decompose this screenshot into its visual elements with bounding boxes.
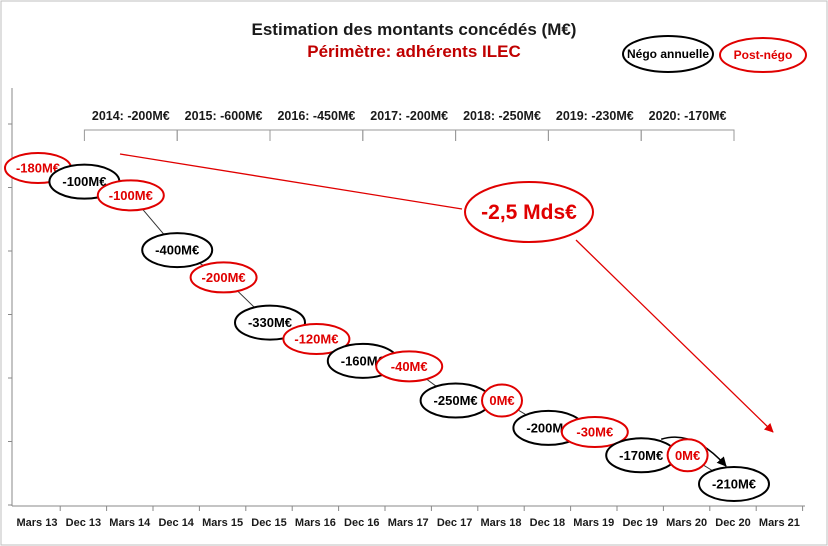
period-label: 2017: -200M€ [370,109,448,123]
chart-title: Estimation des montants concédés (M€) [252,20,577,39]
x-tick-label: Mars 14 [109,517,151,529]
total-arrow-left [119,153,463,210]
x-tick-label: Dec 18 [530,517,565,529]
point-bubble [189,261,258,294]
legend-marker-nego [622,35,714,73]
legend-label-nego: Négo annuelle [627,47,709,61]
period-bracket: 2014: -200M€ [83,109,178,141]
period-bracket: 2019: -230M€ [547,109,642,141]
point-label: -170M€ [619,448,663,463]
legend-marker-post [719,37,807,73]
point-label: -160M€ [341,353,385,368]
point-label: -200M€ [202,270,246,285]
series-points: -180M€-100M€-100M€-400M€-200M€-330M€-120… [4,152,770,502]
point-label: 0M€ [489,393,514,408]
period-brackets: 2014: -200M€ 2015: -600M€ 2016: -450M€ 2017… [83,109,735,141]
period-bracket: 2018: -250M€ [455,109,549,141]
post-nego-point: -120M€ [282,322,351,355]
period-bracket: 2016: -450M€ [269,109,364,141]
x-tick-label: Dec 14 [158,517,194,529]
period-label: 2019: -230M€ [556,109,634,123]
total-arrow-right [575,239,774,433]
legend: Négo annuelle Post-négo [622,35,807,73]
period-bracket-line [83,129,178,141]
period-bracket: 2017: -200M€ [362,109,457,141]
total-bubble [464,181,594,243]
period-label: 2018: -250M€ [463,109,541,123]
post-nego-point: 0M€ [481,383,523,418]
x-tick-label: Mars 21 [759,517,800,529]
point-label: -120M€ [294,331,338,346]
x-tick-label: Mars 19 [573,517,614,529]
x-tick-label: Mars 13 [17,517,58,529]
period-label: 2014: -200M€ [92,109,170,123]
period-label: 2020: -170M€ [649,109,727,123]
y-axis-ticks [8,123,12,506]
nego-point: -170M€ [605,437,678,474]
period-bracket-line [455,129,549,141]
x-tick-label: Mars 17 [388,517,429,529]
point-bubble [375,350,444,383]
x-tick-label: Mars 16 [295,517,336,529]
period-bracket-line [547,129,642,141]
x-tick-label: Mars 18 [481,517,522,529]
x-tick-label: Dec 13 [66,517,101,529]
post-nego-point: -40M€ [375,350,444,383]
point-bubble [282,322,351,355]
period-bracket-line [640,129,735,141]
point-bubble [141,232,214,269]
nego-point: -210M€ [698,466,770,502]
period-label: 2016: -450M€ [277,109,355,123]
point-label: -30M€ [576,425,613,440]
post-nego-point: -200M€ [189,261,258,294]
period-label: 2015: -600M€ [185,109,263,123]
point-bubble [560,416,629,449]
period-bracket-line [362,129,457,141]
post-nego-point: -100M€ [96,179,165,212]
point-label: -100M€ [109,188,153,203]
point-label: -100M€ [62,174,106,189]
x-tick-label: Mars 15 [202,517,243,529]
series-connectors [37,167,735,485]
post-nego-point: -30M€ [560,416,629,449]
point-label: -250M€ [434,393,478,408]
point-label: -400M€ [155,243,199,258]
point-label: -210M€ [712,477,756,492]
period-bracket: 2015: -600M€ [176,109,271,141]
period-bracket-line [269,129,364,141]
x-axis-ticks: Mars 13 Dec 13 Mars 14 Dec 14 Mars 15 Dec 15 M… [17,506,804,529]
x-tick-label: Dec 19 [622,517,657,529]
x-tick-label: Dec 16 [344,517,379,529]
point-bubble [96,179,165,212]
legend-label-post: Post-négo [734,48,793,62]
x-tick-label: Dec 17 [437,517,472,529]
nego-point: -400M€ [141,232,214,269]
chart-subtitle: Périmètre: adhérents ILEC [307,42,521,61]
point-label: -180M€ [16,161,60,176]
point-bubble [481,383,523,418]
point-label: -200M€ [526,420,570,435]
x-tick-label: Mars 20 [666,517,707,529]
point-bubble [666,438,709,473]
total-annotation: -2,5 Mds€ [119,153,774,433]
x-tick-label: Dec 20 [715,517,750,529]
x-tick-label: Dec 15 [251,517,286,529]
nego-point: -250M€ [419,382,492,419]
point-label: -40M€ [391,359,428,374]
point-bubble [698,466,770,502]
point-label: 0M€ [675,448,700,463]
period-bracket-line [176,129,271,141]
post-nego-point: 0M€ [666,438,709,473]
point-label: -330M€ [248,315,292,330]
period-bracket: 2020: -170M€ [640,109,735,141]
total-label: -2,5 Mds€ [481,201,577,224]
